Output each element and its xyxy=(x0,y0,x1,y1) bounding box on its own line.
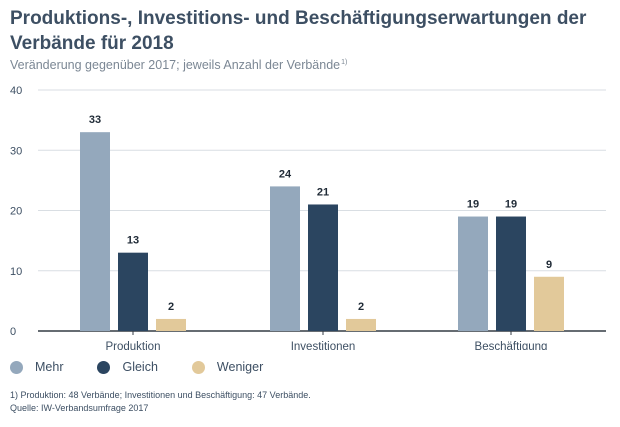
value-label-mehr-2: 19 xyxy=(467,199,479,211)
value-label-weniger-0: 2 xyxy=(168,301,174,313)
bar-gleich-2 xyxy=(496,216,526,331)
legend-item-mehr: Mehr xyxy=(10,360,63,374)
bar-chart: 0 10 20 30 40 33 13 2 Produktion 24 21 2 Investition… xyxy=(10,85,606,350)
footnote-1: 1) Produktion: 48 Verbände; Investitione… xyxy=(10,390,311,400)
chart-legend: Mehr Gleich Weniger xyxy=(10,360,297,374)
value-label-weniger-1: 2 xyxy=(358,301,364,313)
subtitle-footnote-mark: 1) xyxy=(341,59,348,66)
bar-mehr-1 xyxy=(270,186,300,331)
bar-weniger-0 xyxy=(156,318,186,331)
category-label-2: Beschäftigung xyxy=(475,341,548,350)
y-tick-label-30: 30 xyxy=(10,145,22,157)
category-label-0: Produktion xyxy=(106,341,161,350)
value-label-gleich-2: 19 xyxy=(505,199,517,211)
value-label-mehr-1: 24 xyxy=(279,168,292,180)
chart-title: Produktions-, Investitions- und Beschäft… xyxy=(10,8,587,54)
legend-dot-mehr xyxy=(10,360,23,374)
y-tick-label-10: 10 xyxy=(10,266,22,278)
legend-dot-gleich xyxy=(97,360,111,374)
value-label-gleich-0: 13 xyxy=(127,235,139,247)
bar-gleich-0 xyxy=(118,252,148,331)
legend-item-gleich: Gleich xyxy=(97,360,158,374)
y-tick-label-40: 40 xyxy=(10,85,22,97)
y-tick-label-0: 0 xyxy=(10,326,16,338)
bar-weniger-1 xyxy=(346,318,376,331)
legend-item-weniger: Weniger xyxy=(191,360,264,374)
footnotes: 1) Produktion: 48 Verbände; Investitione… xyxy=(10,389,311,415)
footnote-source: Quelle: IW-Verbandsumfrage 2017 xyxy=(10,403,149,413)
category-label-1: Investitionen xyxy=(291,341,356,350)
subtitle-text: Veränderung gegenüber 2017; jeweils Anza… xyxy=(10,58,341,72)
bar-gleich-1 xyxy=(308,204,338,331)
bar-mehr-0 xyxy=(80,132,110,331)
y-tick-label-20: 20 xyxy=(10,206,22,218)
legend-label-mehr: Mehr xyxy=(35,360,64,374)
bar-mehr-2 xyxy=(458,216,488,331)
value-label-mehr-0: 33 xyxy=(89,114,101,126)
bar-weniger-2 xyxy=(534,276,564,331)
legend-label-weniger: Weniger xyxy=(216,360,264,374)
value-label-weniger-2: 9 xyxy=(546,259,552,271)
legend-label-gleich: Gleich xyxy=(122,360,158,374)
value-label-gleich-1: 21 xyxy=(317,186,329,198)
legend-dot-weniger xyxy=(191,360,205,374)
chart-subtitle: Veränderung gegenüber 2017; jeweils Anza… xyxy=(10,58,347,72)
